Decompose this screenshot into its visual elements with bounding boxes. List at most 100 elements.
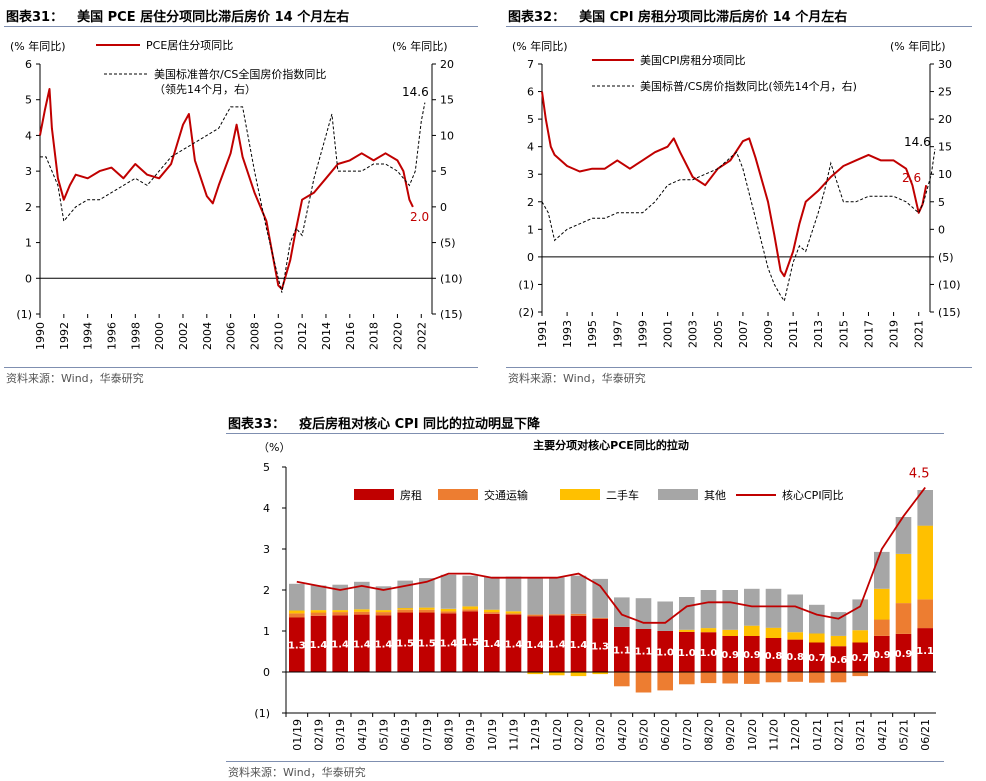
chart33-annot-last: 4.5 (909, 467, 930, 482)
chart33-bar-other (549, 577, 565, 615)
chart33-bar-used-car (354, 609, 370, 612)
chart33-y-tick-label: 0 (263, 666, 270, 679)
chart33-bar-rent-label: 1.0 (678, 648, 696, 659)
chart32-left-tick-label: (1) (518, 278, 534, 291)
chart33-bar-transport (830, 672, 847, 683)
chart33-bar-other (419, 578, 435, 608)
chart33-bar-used-car (744, 625, 760, 636)
chart33-bar-other (657, 601, 673, 631)
chart32-left-tick-label: 7 (527, 58, 534, 71)
chart33-bar-rent-label: 1.4 (331, 640, 349, 651)
chart32-x-tick-label: 2003 (687, 320, 700, 348)
chart33-bottom-rule (226, 761, 944, 762)
chart33-bar-rent-label: 0.9 (873, 650, 891, 661)
chart31-left-tick-label: (1) (16, 308, 32, 321)
chart31-right-tick-label: 10 (440, 129, 454, 142)
chart33-bar-other (700, 590, 717, 629)
chart33-bar-other (614, 597, 630, 627)
chart33-bar-transport (895, 603, 912, 634)
chart33-bar-used-car (874, 588, 890, 620)
chart33-legend-swatch-used-car (560, 489, 600, 500)
chart33-bar-rent (614, 626, 630, 672)
chart32-annot-right-last: 14.6 (904, 135, 931, 149)
chart32-right-unit: (% 年同比) (890, 39, 946, 53)
chart33-bar-transport (310, 612, 327, 616)
chart33-legend-label-transport: 交通运输 (484, 488, 528, 502)
chart33-bar-transport (397, 609, 413, 613)
chart33-bar-rent (895, 633, 912, 672)
chart33-bar-rent (354, 614, 370, 672)
chart33-bar-rent-label: 1.4 (505, 639, 523, 650)
chart33-bar-used-car (332, 610, 348, 613)
chart33-bar-rent-label: 1.0 (656, 648, 674, 659)
chart33-bar-other (635, 598, 652, 629)
chart33-bar-used-car (310, 610, 327, 613)
chart32-bottom-rule (506, 367, 972, 368)
chart32-left-tick-label: 1 (527, 223, 534, 236)
chart32-right-tick-label: 25 (938, 86, 952, 99)
chart33-bar-other (852, 599, 868, 631)
chart33-x-tick-label: 06/20 (659, 719, 672, 751)
chart33-bar-other (332, 584, 348, 611)
chart32-source: 资料来源：Wind，华泰研究 (508, 372, 646, 385)
chart33-bar-used-car (484, 609, 500, 613)
chart33-bar-used-car (787, 632, 803, 640)
chart33-bar-other (917, 490, 933, 526)
chart33-left-unit: （%） (258, 441, 290, 454)
chart33-bar-transport (289, 613, 305, 618)
chart32-x-tick-label: 2017 (862, 320, 875, 348)
chart33-bar-transport (765, 672, 782, 683)
chart33-legend-swatch-rent (354, 489, 394, 500)
chart33-y-tick-label: 2 (263, 584, 270, 597)
chart33-bar-rent-label: 1.5 (418, 638, 436, 649)
chart33-bar-used-car (809, 633, 825, 643)
chart33-bar-other (527, 577, 543, 615)
chart32-legend-label-red: 美国CPI房租分项同比 (640, 54, 746, 67)
chart33-bar-rent (700, 632, 717, 672)
chart33-bar-used-car (917, 525, 933, 600)
chart33-bar-rent (917, 628, 933, 672)
chart33-bar-transport (419, 609, 435, 613)
chart33-x-tick-label: 11/20 (768, 719, 781, 751)
chart33-bar-transport (852, 672, 868, 677)
chart33-bar-rent-label: 1.4 (310, 640, 328, 651)
chart33-bar-rent-label: 1.4 (483, 639, 501, 650)
chart33-bar-rent-label: 1.1 (916, 646, 934, 657)
chart32-annot-left-last: 2.6 (902, 171, 921, 185)
chart33-bar-other (570, 575, 587, 614)
chart33-bar-rent (592, 618, 608, 672)
chart33-bar-transport (375, 612, 392, 616)
chart33-bar-used-car (765, 627, 782, 638)
chart31-x-tick-label: 1998 (129, 322, 142, 350)
chart33-x-tick-label: 11/19 (508, 719, 521, 751)
chart33-bar-rent-label: 0.7 (851, 653, 869, 664)
chart33-x-tick-label: 05/21 (898, 719, 911, 751)
chart33-x-tick-label: 01/19 (291, 719, 304, 751)
chart31-left-unit: (% 年同比) (10, 39, 66, 53)
chart31-title-text: 美国 PCE 居住分项同比滞后房价 14 个月左右 (77, 10, 350, 25)
chart33-bar-transport (614, 672, 630, 687)
chart31-left-tick-label: 3 (25, 165, 32, 178)
chart33-bar-rent (289, 617, 305, 672)
chart32-right-tick-label: (5) (938, 251, 954, 264)
chart33-y-tick-label: 3 (263, 543, 270, 556)
chart32-right-tick-label: (10) (938, 278, 961, 291)
chart33-y-tick-label: 4 (263, 502, 270, 515)
chart32-legend-label-dash: 美国标普/CS房价指数同比(领先14个月，右) (640, 79, 857, 93)
chart31-x-tick-label: 2006 (225, 322, 238, 350)
chart33-x-tick-label: 06/19 (399, 719, 412, 751)
chart32-title: 图表32： 美国 CPI 房租分项同比滞后房价 14 个月左右 (508, 6, 847, 25)
chart32-right-tick-label: (15) (938, 306, 961, 319)
chart33-bar-used-car (375, 610, 392, 613)
chart33-x-tick-label: 03/21 (854, 719, 867, 751)
chart33-bar-rent (744, 635, 760, 672)
chart33-y-tick-label: 1 (263, 625, 270, 638)
chart33-bar-used-car (700, 628, 717, 633)
chart33-bar-transport (549, 614, 565, 616)
chart31-bottom-rule (4, 367, 478, 368)
chart32-series-left-line (541, 91, 928, 278)
chart33-bar-rent-label: 0.8 (765, 651, 783, 662)
chart33-bar-rent (484, 613, 500, 672)
chart33-bar-rent (462, 611, 478, 672)
chart33-x-tick-label: 09/19 (464, 719, 477, 751)
